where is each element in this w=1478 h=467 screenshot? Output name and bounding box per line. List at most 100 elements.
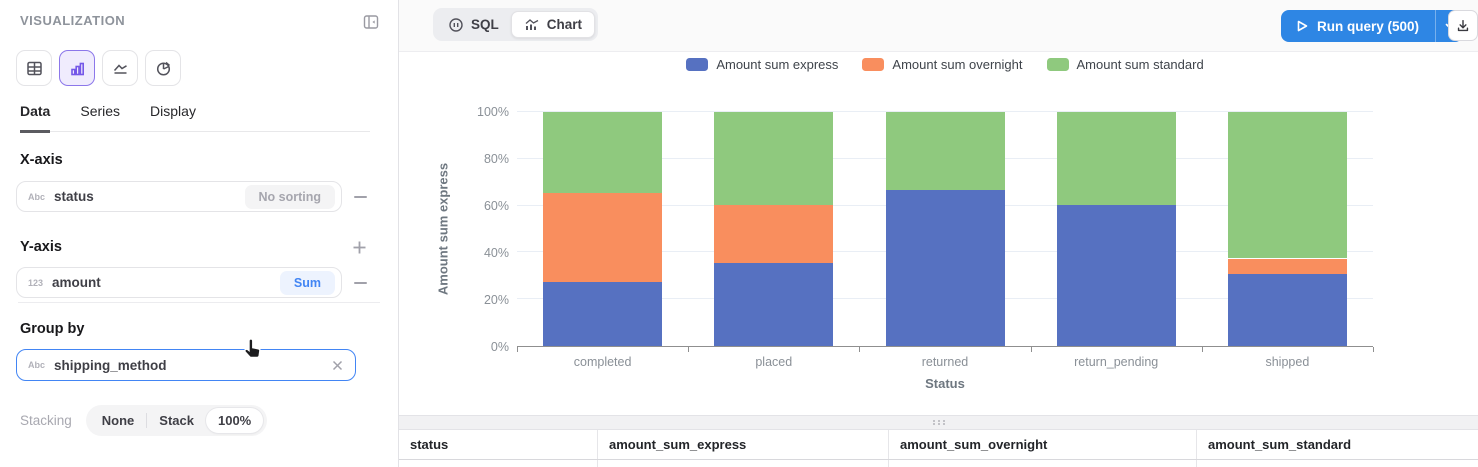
legend-item[interactable]: Amount sum express — [686, 57, 838, 72]
clear-group-by-button[interactable] — [332, 360, 349, 371]
section-divider — [18, 302, 380, 303]
y-axis-tick-label: 80% — [483, 152, 509, 166]
group-by-field-name: shipping_method — [54, 357, 167, 373]
tab-chart[interactable]: Chart — [510, 11, 596, 38]
y-axis-tick-label: 20% — [483, 293, 509, 307]
stacking-option-none[interactable]: None — [101, 413, 135, 428]
stacking-option-stack[interactable]: Stack — [159, 413, 194, 428]
y-axis-heading: Y-axis — [20, 239, 62, 255]
table-icon — [25, 59, 44, 78]
stacking-control: Stacking None Stack 100% — [20, 405, 268, 436]
stacking-label: Stacking — [20, 413, 72, 428]
minus-icon — [353, 196, 367, 198]
bar-segment[interactable] — [1227, 274, 1347, 346]
sql-icon — [448, 17, 464, 33]
x-axis-field-name: status — [54, 189, 94, 204]
axis-tick — [1201, 347, 1203, 352]
view-switcher: SQL Chart — [433, 8, 599, 41]
table-cell — [889, 460, 1197, 467]
visualization-sidebar: VISUALIZATION — [0, 0, 399, 467]
tab-sql[interactable]: SQL — [436, 12, 511, 38]
y-axis-tick-label: 0% — [490, 340, 509, 354]
collapse-panel-icon — [362, 13, 380, 31]
bar-segment[interactable] — [543, 192, 663, 283]
gridline — [517, 111, 1373, 112]
number-type-icon: 123 — [28, 277, 44, 288]
pie-chart-icon — [154, 59, 173, 78]
aggregation-button[interactable]: Sum — [279, 270, 335, 295]
legend-item[interactable]: Amount sum overnight — [862, 57, 1023, 72]
collapse-sidebar-button[interactable] — [360, 11, 382, 33]
tab-data[interactable]: Data — [20, 103, 51, 133]
result-table: status amount_sum_express amount_sum_overn… — [399, 430, 1478, 467]
y-axis-tick-label: 60% — [483, 199, 509, 213]
x-axis-field[interactable]: Abc status No sorting — [16, 181, 342, 212]
y-axis-tick-label: 100% — [477, 105, 509, 119]
bar-chart-icon — [68, 59, 87, 78]
bar-segment[interactable] — [714, 263, 834, 346]
table-header-row: status amount_sum_express amount_sum_overn… — [399, 430, 1478, 460]
toolbar: SQL Chart — [399, 0, 1478, 52]
table-header-cell: status — [399, 430, 598, 459]
panel-splitter[interactable] — [399, 415, 1478, 430]
add-y-axis-button[interactable] — [352, 240, 367, 255]
bar-segment[interactable] — [1227, 258, 1347, 275]
axis-tick — [859, 347, 861, 352]
legend-label: Amount sum standard — [1076, 57, 1204, 72]
legend-label: Amount sum overnight — [892, 57, 1023, 72]
tab-display[interactable]: Display — [150, 103, 196, 119]
table-cell — [399, 460, 598, 467]
table-header-cell: amount_sum_overnight — [889, 430, 1197, 459]
x-axis-tick-label: return_pending — [1074, 355, 1159, 369]
axis-tick — [517, 347, 518, 352]
legend-swatch-icon — [862, 58, 885, 71]
table-header-cell: amount_sum_standard — [1208, 437, 1352, 452]
download-button[interactable] — [1448, 10, 1478, 41]
sort-button[interactable]: No sorting — [244, 184, 335, 209]
run-query-button[interactable]: Run query (500) — [1281, 10, 1436, 42]
download-icon — [1455, 18, 1471, 34]
y-axis-tick-label: 40% — [483, 246, 509, 260]
remove-y-axis-button[interactable] — [352, 275, 368, 291]
viz-type-table-button[interactable] — [16, 50, 52, 86]
remove-x-axis-button[interactable] — [352, 189, 368, 205]
viz-type-pie-button[interactable] — [145, 50, 181, 86]
bar-segment[interactable] — [1056, 204, 1176, 346]
text-type-icon: Abc — [28, 191, 46, 202]
legend-item[interactable]: Amount sum standard — [1046, 57, 1204, 72]
tab-series[interactable]: Series — [80, 103, 121, 119]
axis-tick — [1030, 347, 1032, 352]
table-cell — [1197, 460, 1478, 467]
minus-icon — [353, 282, 367, 284]
bar-segment[interactable] — [714, 204, 834, 264]
legend-label: Amount sum express — [716, 57, 839, 72]
bar-segment[interactable] — [885, 190, 1005, 346]
bar-segment[interactable] — [1056, 112, 1176, 205]
bar-segment[interactable] — [1227, 112, 1347, 259]
bar-segment[interactable] — [885, 112, 1005, 191]
viz-type-area-button[interactable] — [102, 50, 138, 86]
close-icon — [332, 360, 343, 371]
chart-legend: Amount sum express Amount sum overnight Am… — [517, 57, 1373, 72]
table-header-cell: amount_sum_express — [598, 430, 889, 459]
plus-icon — [352, 240, 367, 255]
y-axis-field[interactable]: 123 amount Sum — [16, 267, 342, 298]
group-by-heading: Group by — [20, 321, 85, 337]
text-type-icon: Abc — [28, 360, 46, 370]
segment-divider — [146, 413, 148, 428]
chart-plot-area: Amount sum express Status 0% 20% 40% 60% 80%… — [436, 105, 1374, 391]
bar-segment[interactable] — [714, 112, 834, 205]
run-query-label: Run query (500) — [1317, 18, 1420, 34]
x-axis-heading: X-axis — [20, 152, 63, 168]
legend-swatch-icon — [1046, 58, 1069, 71]
drag-handle-icon — [932, 419, 946, 426]
group-by-field[interactable]: Abc shipping_method — [16, 349, 356, 381]
stacking-option-100[interactable]: 100% — [205, 408, 264, 433]
x-axis-tick-label: returned — [921, 355, 969, 369]
bar-segment[interactable] — [543, 112, 663, 193]
x-axis-tick-label: placed — [755, 355, 793, 369]
viz-type-switcher — [16, 50, 181, 86]
viz-type-bar-button[interactable] — [59, 50, 95, 86]
axis-tick — [1373, 347, 1374, 352]
bar-segment[interactable] — [543, 282, 663, 346]
